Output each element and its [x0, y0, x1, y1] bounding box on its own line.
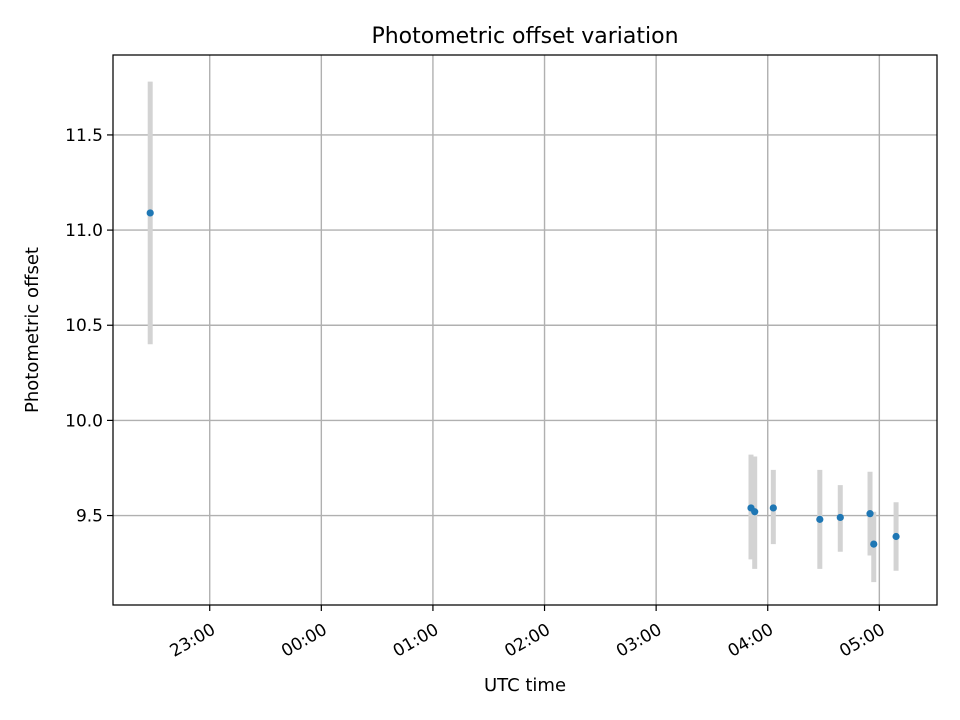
data-point: [836, 513, 844, 522]
data-point: [870, 540, 878, 548]
y-tick-label: 10.0: [65, 411, 103, 431]
y-tick-label: 11.0: [65, 221, 103, 241]
x-axis-label: UTC time: [484, 675, 566, 696]
data-point: [816, 515, 824, 523]
data-points: [146, 209, 900, 548]
plot-frame: [112, 54, 938, 606]
y-axis-label: Photometric offset: [22, 247, 43, 413]
y-axis: 9.5 10.0 10.5 11.0 11.5: [65, 126, 113, 527]
data-point: [769, 504, 777, 512]
data-point: [146, 209, 154, 217]
grid: [113, 55, 937, 605]
y-tick-label: 10.5: [65, 316, 103, 336]
data-point: [892, 532, 900, 541]
y-tick-label: 9.5: [76, 507, 103, 527]
data-point: [751, 508, 759, 516]
data-point: [866, 510, 874, 518]
y-tick-label: 11.5: [65, 126, 103, 146]
chart-title: Photometric offset variation: [371, 24, 678, 49]
